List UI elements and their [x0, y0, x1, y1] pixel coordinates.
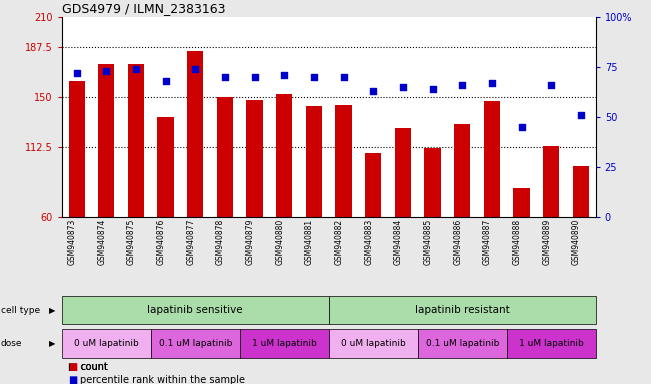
Text: GSM940878: GSM940878: [216, 219, 225, 265]
Text: 1 uM lapatinib: 1 uM lapatinib: [519, 339, 583, 348]
Point: [160, 78, 171, 84]
Point: [516, 124, 527, 130]
Text: ■ count: ■ count: [68, 362, 108, 372]
Text: GSM940876: GSM940876: [157, 219, 165, 265]
Text: 0 uM lapatinib: 0 uM lapatinib: [341, 339, 406, 348]
Text: lapatinib sensitive: lapatinib sensitive: [148, 305, 243, 315]
Bar: [240, 329, 329, 358]
Point: [575, 112, 586, 118]
Bar: [187, 51, 204, 217]
Text: GSM940877: GSM940877: [186, 219, 195, 265]
Bar: [62, 329, 151, 358]
Bar: [424, 148, 441, 217]
Text: GSM940889: GSM940889: [542, 219, 551, 265]
Point: [220, 74, 230, 80]
Text: cell type: cell type: [1, 306, 40, 314]
Bar: [217, 97, 233, 217]
Text: GSM940885: GSM940885: [424, 219, 432, 265]
Text: ■: ■: [68, 362, 77, 372]
Text: 0.1 uM lapatinib: 0.1 uM lapatinib: [159, 339, 232, 348]
Point: [487, 80, 497, 86]
Bar: [62, 296, 329, 324]
Bar: [514, 188, 530, 217]
Text: GSM940882: GSM940882: [335, 219, 344, 265]
Bar: [365, 153, 381, 217]
Bar: [151, 329, 240, 358]
Text: percentile rank within the sample: percentile rank within the sample: [80, 375, 245, 384]
Text: GSM940879: GSM940879: [245, 219, 255, 265]
Bar: [247, 100, 263, 217]
Bar: [276, 94, 292, 217]
Text: GSM940873: GSM940873: [68, 219, 77, 265]
Text: GSM940887: GSM940887: [483, 219, 492, 265]
Point: [131, 66, 141, 72]
Bar: [395, 128, 411, 217]
Text: GDS4979 / ILMN_2383163: GDS4979 / ILMN_2383163: [62, 2, 225, 15]
Point: [457, 82, 467, 88]
Bar: [68, 81, 85, 217]
Point: [368, 88, 378, 94]
Text: GSM940875: GSM940875: [127, 219, 136, 265]
Bar: [418, 329, 506, 358]
Text: 0.1 uM lapatinib: 0.1 uM lapatinib: [426, 339, 499, 348]
Text: 0 uM lapatinib: 0 uM lapatinib: [74, 339, 139, 348]
Bar: [335, 105, 352, 217]
Point: [101, 68, 111, 74]
Bar: [484, 101, 500, 217]
Point: [309, 74, 319, 80]
Point: [546, 82, 557, 88]
Text: count: count: [80, 362, 107, 372]
Text: GSM940881: GSM940881: [305, 219, 314, 265]
Bar: [573, 166, 589, 217]
Bar: [329, 329, 418, 358]
Point: [398, 84, 408, 90]
Text: GSM940883: GSM940883: [365, 219, 373, 265]
Text: ▶: ▶: [49, 306, 55, 314]
Bar: [329, 296, 596, 324]
Text: ▶: ▶: [49, 339, 55, 348]
Bar: [543, 146, 559, 217]
Bar: [128, 64, 144, 217]
Text: GSM940884: GSM940884: [394, 219, 403, 265]
Text: GSM940880: GSM940880: [275, 219, 284, 265]
Bar: [506, 329, 596, 358]
Bar: [98, 64, 115, 217]
Text: 1 uM lapatinib: 1 uM lapatinib: [252, 339, 316, 348]
Text: ■: ■: [68, 375, 77, 384]
Bar: [454, 124, 471, 217]
Text: GSM940890: GSM940890: [572, 219, 581, 265]
Text: GSM940886: GSM940886: [453, 219, 462, 265]
Text: dose: dose: [1, 339, 22, 348]
Point: [279, 72, 290, 78]
Text: lapatinib resistant: lapatinib resistant: [415, 305, 510, 315]
Bar: [158, 117, 174, 217]
Bar: [306, 106, 322, 217]
Point: [339, 74, 349, 80]
Point: [190, 66, 201, 72]
Point: [72, 70, 82, 76]
Point: [427, 86, 437, 92]
Text: GSM940888: GSM940888: [512, 219, 521, 265]
Text: GSM940874: GSM940874: [98, 219, 106, 265]
Point: [249, 74, 260, 80]
